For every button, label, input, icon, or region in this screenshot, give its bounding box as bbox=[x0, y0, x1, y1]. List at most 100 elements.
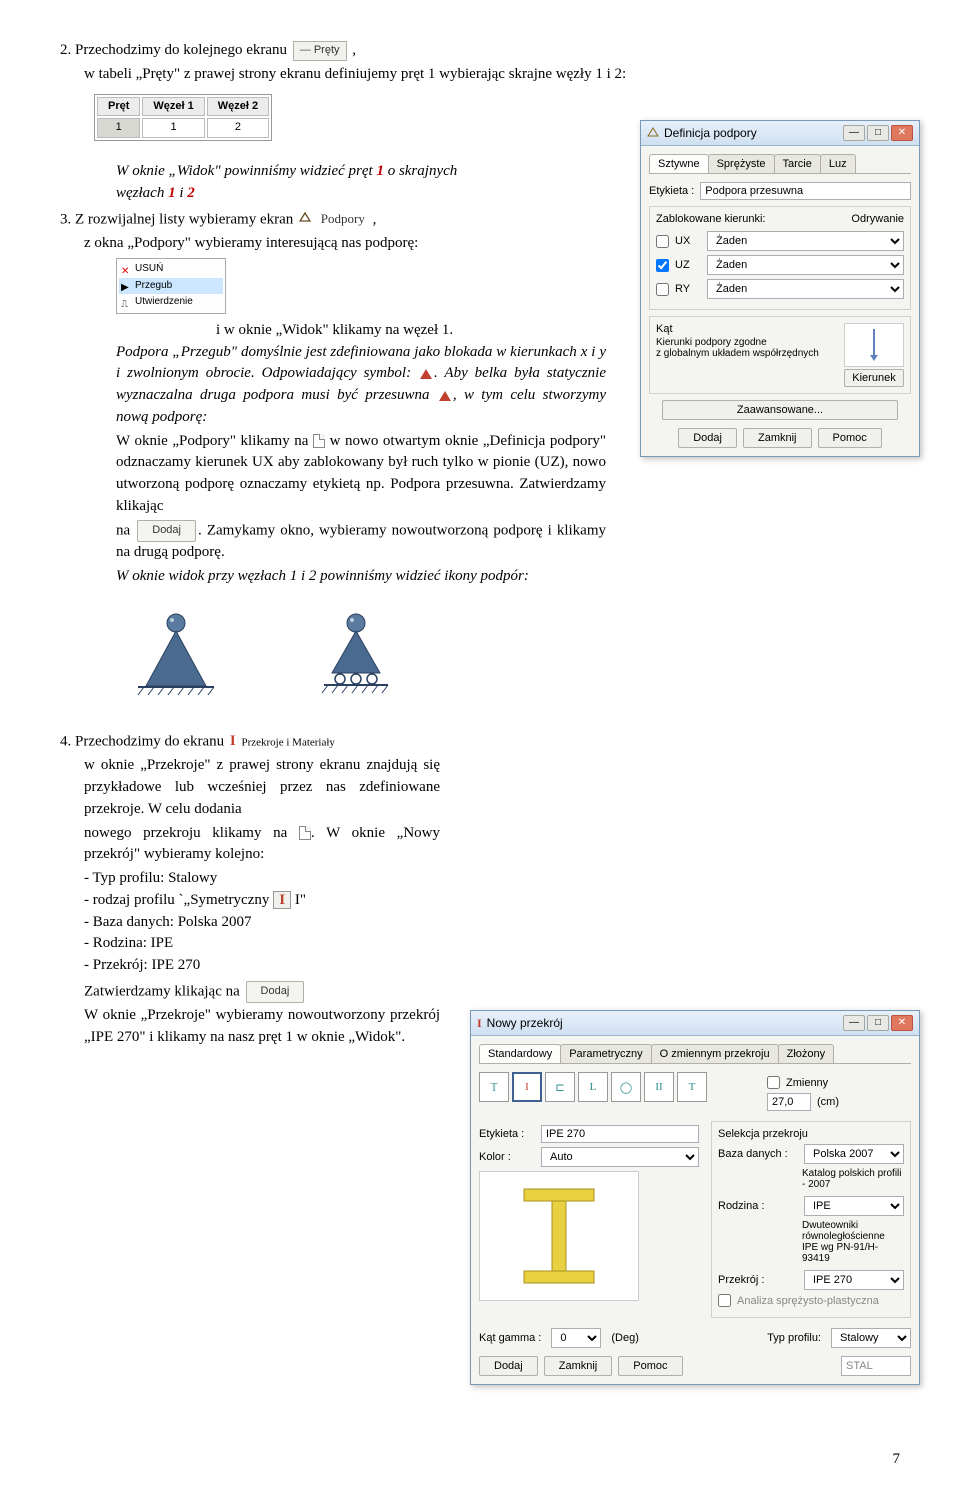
step2-line1: 2. Przechodzimy do kolejnego ekranu Pręt… bbox=[60, 40, 900, 62]
baza-select[interactable]: Polska 2007 bbox=[804, 1144, 904, 1164]
lbl-przekroj: Przekrój : bbox=[718, 1274, 798, 1286]
sel-ux[interactable]: Żaden bbox=[707, 231, 904, 251]
lbl-analiza: Analiza sprężysto-plastyczna bbox=[737, 1295, 879, 1307]
tab-standard[interactable]: Standardowy bbox=[479, 1044, 561, 1063]
dodaj-inline-2: Dodaj bbox=[246, 981, 305, 1003]
d2-minimize-button[interactable]: — bbox=[843, 1015, 865, 1031]
pret-table: Pręt Węzeł 1 Węzeł 2 1 1 2 bbox=[94, 94, 272, 142]
chk-analiza[interactable] bbox=[718, 1294, 731, 1307]
tab-sprezyste[interactable]: Sprężyste bbox=[708, 154, 775, 173]
dodaj-inline: Dodaj bbox=[137, 520, 196, 542]
s4l1: 4. Przechodzimy do ekranu bbox=[60, 734, 228, 750]
zaawansowane-button[interactable]: Zaawansowane... bbox=[662, 400, 898, 420]
th-w2: Węzeł 2 bbox=[207, 97, 269, 117]
maximize-button[interactable]: □ bbox=[867, 125, 889, 141]
tab-sztywne[interactable]: Sztywne bbox=[649, 154, 709, 173]
t-usun: USUŃ bbox=[135, 262, 163, 277]
minimize-button[interactable]: — bbox=[843, 125, 865, 141]
podpory-icon bbox=[299, 209, 311, 231]
zmienny-unit: (cm) bbox=[817, 1096, 839, 1108]
d2-etykieta-input[interactable] bbox=[541, 1125, 699, 1143]
s4-end: W oknie „Przekroje" wybieramy nowoutworz… bbox=[84, 1005, 440, 1049]
lbl-ry: RY bbox=[675, 283, 701, 295]
etykieta-input[interactable] bbox=[700, 182, 911, 200]
list-przegub[interactable]: ▶Przegub bbox=[119, 278, 223, 295]
profile-icons: 𝕋 I ⊏ L ◯ II T bbox=[479, 1072, 759, 1115]
profile-icon-i[interactable]: I bbox=[512, 1072, 542, 1102]
dialog-definicja-podpory: Definicja podpory — □ ✕ Sztywne Sprężyst… bbox=[640, 120, 920, 457]
typ-select[interactable]: Stalowy bbox=[831, 1328, 911, 1348]
kierunek-button[interactable]: Kierunek bbox=[844, 369, 904, 387]
i-icon: I bbox=[477, 1016, 482, 1031]
td-pret: 1 bbox=[97, 118, 140, 138]
s4z: Zatwierdzamy klikając na bbox=[84, 983, 244, 999]
d1-zamknij-button[interactable]: Zamknij bbox=[743, 428, 812, 448]
profile-icon-c[interactable]: ⊏ bbox=[545, 1072, 575, 1102]
i-symmetric-icon: I bbox=[273, 891, 291, 909]
tab-tarcie[interactable]: Tarcie bbox=[774, 154, 821, 173]
profile-icon-o[interactable]: ◯ bbox=[611, 1072, 641, 1102]
lbl-zabl: Zablokowane kierunki: bbox=[656, 213, 765, 225]
list-utw[interactable]: ⎍Utwierdzenie bbox=[119, 294, 223, 311]
s3-italic-end: W oknie widok przy węzłach 1 i 2 powinni… bbox=[116, 566, 606, 588]
zmienny-val[interactable] bbox=[767, 1093, 811, 1111]
tab-luz[interactable]: Luz bbox=[820, 154, 856, 173]
lbl-etykieta: Etykieta : bbox=[649, 185, 694, 197]
d1-pomoc-button[interactable]: Pomoc bbox=[818, 428, 882, 448]
profile-icon-l[interactable]: L bbox=[578, 1072, 608, 1102]
dialog-nowy-przekroj: I Nowy przekrój — □ ✕ Standardowy Parame… bbox=[470, 1010, 920, 1385]
d2-dodaj-button[interactable]: Dodaj bbox=[479, 1356, 538, 1376]
rodzina-select[interactable]: IPE bbox=[804, 1196, 904, 1216]
i-a: W oknie „Widok" powinniśmy widzieć pręt bbox=[116, 163, 376, 179]
tab-zmienny[interactable]: O zmiennym przekroju bbox=[651, 1044, 779, 1063]
s4-line3: nowego przekroju klikamy na . W oknie „N… bbox=[84, 823, 440, 867]
rd1: Dwuteowniki równoległościenne bbox=[802, 1220, 904, 1242]
th-pret: Pręt bbox=[97, 97, 140, 117]
tab-param[interactable]: Parametryczny bbox=[560, 1044, 651, 1063]
mat-input bbox=[841, 1356, 911, 1376]
d2-pomoc-button[interactable]: Pomoc bbox=[618, 1356, 682, 1376]
kat-title: Kąt bbox=[656, 323, 834, 335]
chk-ry[interactable] bbox=[656, 283, 669, 296]
i2-b: i bbox=[176, 185, 188, 201]
podpora-2 bbox=[296, 601, 416, 701]
d2-zamknij-button[interactable]: Zamknij bbox=[544, 1356, 613, 1376]
t-przegub: Przegub bbox=[135, 279, 172, 294]
newdoc-icon bbox=[313, 434, 325, 448]
close-button[interactable]: ✕ bbox=[891, 125, 913, 141]
profile-icon-t[interactable]: T bbox=[677, 1072, 707, 1102]
step2-line2: w tabeli „Pręty" z prawej strony ekranu … bbox=[84, 64, 900, 86]
d2-tabs: Standardowy Parametryczny O zmiennym prz… bbox=[479, 1044, 911, 1064]
step3-body: i w oknie „Widok" klikamy na węzeł 1. Po… bbox=[116, 320, 606, 587]
triangle-icon bbox=[420, 369, 432, 379]
podpory-chip: Podpory bbox=[319, 210, 367, 229]
sel-uz[interactable]: Żaden bbox=[707, 255, 904, 275]
profile-icon-2i[interactable]: II bbox=[644, 1072, 674, 1102]
rd2: IPE wg PN-91/H-93419 bbox=[802, 1242, 904, 1264]
lbl-rodzina: Rodzina : bbox=[718, 1200, 798, 1212]
kat-select[interactable]: 0 bbox=[551, 1328, 601, 1348]
przekroj-select[interactable]: IPE 270 bbox=[804, 1270, 904, 1290]
section4: 4. Przechodzimy do ekranu I Przekroje i … bbox=[60, 731, 900, 1050]
lbl-typ: Typ profilu: bbox=[767, 1332, 821, 1344]
tab-zlozony[interactable]: Złożony bbox=[778, 1044, 835, 1063]
d2-close-button[interactable]: ✕ bbox=[891, 1015, 913, 1031]
td-w1: 1 bbox=[142, 118, 204, 138]
d1-dodaj-button[interactable]: Dodaj bbox=[678, 428, 737, 448]
s4end: W oknie „Przekroje" wybieramy nowoutworz… bbox=[84, 1007, 440, 1045]
chk-uz[interactable] bbox=[656, 259, 669, 272]
li4: - Rodzina: IPE bbox=[84, 933, 440, 955]
d2-etyk: Etykieta : bbox=[479, 1128, 535, 1140]
chk-zmienny[interactable] bbox=[767, 1076, 780, 1089]
d2-kolor-select[interactable]: Auto bbox=[541, 1147, 699, 1167]
s4-z: Zatwierdzamy klikając na Dodaj bbox=[84, 981, 440, 1003]
newdoc-icon-2 bbox=[299, 826, 311, 840]
s4l3a: nowego przekroju klikamy na bbox=[84, 825, 299, 841]
list-usun[interactable]: ✕USUŃ bbox=[119, 261, 223, 278]
sel-ry[interactable]: Żaden bbox=[707, 279, 904, 299]
podpora-1 bbox=[116, 601, 236, 701]
d2-maximize-button[interactable]: □ bbox=[867, 1015, 889, 1031]
profile-icon-1[interactable]: 𝕋 bbox=[479, 1072, 509, 1102]
chk-ux[interactable] bbox=[656, 235, 669, 248]
s3p1: i w oknie „Widok" klikamy na węzeł 1. bbox=[216, 322, 453, 338]
